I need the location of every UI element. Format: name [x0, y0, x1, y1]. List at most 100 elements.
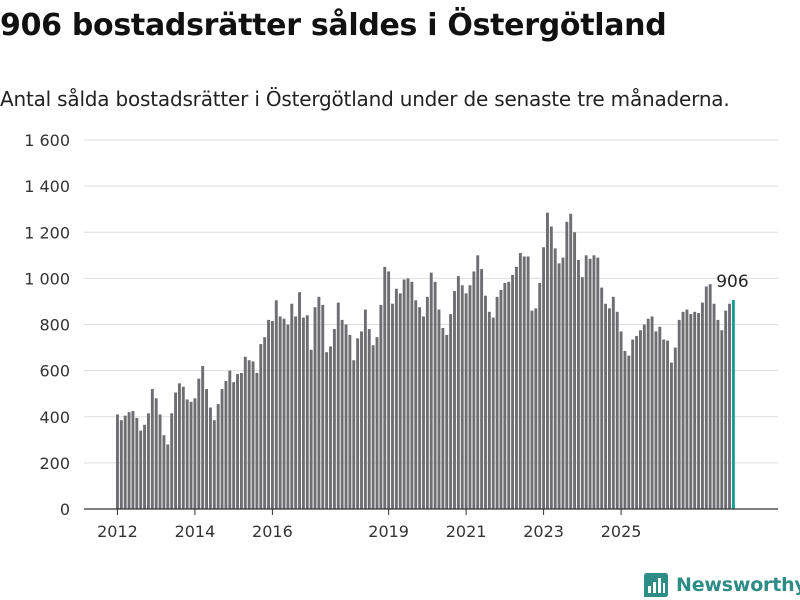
bar [189, 401, 193, 509]
bar [274, 300, 278, 509]
bar [608, 308, 611, 509]
bar [720, 330, 724, 509]
bar [542, 247, 546, 510]
bar [677, 319, 681, 509]
bar [433, 281, 437, 509]
bar [123, 415, 127, 509]
bar [425, 296, 429, 509]
bar [708, 284, 712, 509]
bar-highlight [731, 300, 735, 509]
bar [267, 319, 270, 509]
bar [329, 346, 332, 509]
page-subtitle: Antal sålda bostadsrätter i Östergötland… [0, 87, 730, 111]
bar [286, 324, 290, 509]
bar [604, 303, 608, 509]
bar [162, 435, 166, 509]
bar [375, 337, 379, 509]
bar [239, 372, 243, 509]
bar [600, 287, 604, 509]
bar [158, 414, 162, 509]
bar [484, 295, 487, 509]
bar [573, 232, 577, 509]
bar [673, 347, 677, 509]
y-tick-label: 1 400 [24, 177, 70, 196]
bar [201, 366, 205, 509]
bar [557, 263, 561, 509]
bar [139, 430, 143, 509]
bar [429, 272, 433, 509]
bar [650, 316, 654, 509]
bar [526, 256, 530, 509]
bar [263, 337, 267, 509]
bar [410, 281, 414, 509]
bar [468, 285, 472, 509]
bar [588, 258, 592, 509]
bar [247, 360, 251, 509]
bar [549, 226, 553, 510]
newsworthy-logo-icon [644, 573, 668, 597]
bar [251, 361, 255, 509]
bar [685, 309, 689, 509]
bar [635, 336, 639, 509]
bar [503, 282, 507, 509]
bar [522, 256, 526, 509]
bar [212, 420, 216, 509]
bar [669, 362, 673, 509]
x-tick-label: 2025 [601, 522, 642, 541]
bar [181, 386, 185, 509]
bar [185, 399, 189, 509]
bar [658, 326, 662, 509]
bar [197, 378, 201, 509]
bar [116, 414, 119, 509]
bar [325, 352, 329, 509]
bar [402, 279, 406, 509]
bar [445, 334, 449, 509]
bar [414, 300, 418, 509]
bar [321, 304, 325, 509]
bar [356, 338, 360, 509]
x-tick-label: 2012 [97, 522, 138, 541]
bar [704, 286, 708, 509]
bar [150, 389, 154, 509]
bar [491, 317, 495, 509]
bar [127, 412, 131, 509]
bar [224, 381, 228, 509]
bar [135, 417, 139, 509]
bar [177, 383, 181, 509]
bar [294, 316, 298, 509]
y-tick-label: 1 200 [24, 223, 70, 242]
bar [236, 374, 239, 509]
newsworthy-logo[interactable]: Newsworthy [644, 570, 800, 600]
bar [577, 259, 580, 509]
bar [666, 340, 670, 509]
y-tick-label: 0 [60, 500, 70, 519]
bar [615, 311, 619, 509]
y-tick-label: 1 000 [24, 269, 70, 288]
bar [712, 303, 716, 509]
bar [689, 314, 693, 509]
bar [437, 309, 441, 509]
y-axis-ticks: 0 200 400 600 800 1 000 1 200 1 400 1 600 [24, 131, 70, 519]
bar [538, 282, 542, 509]
bar [623, 351, 627, 509]
x-tick-label: 2023 [523, 522, 564, 541]
bar [546, 212, 549, 509]
bar [282, 318, 286, 509]
bar [174, 392, 178, 509]
bar [146, 413, 150, 509]
bar [441, 327, 445, 509]
bar [309, 349, 313, 509]
bar [166, 444, 170, 509]
last-value-label: 906 [716, 272, 748, 292]
bar [553, 248, 557, 509]
bar [693, 311, 697, 509]
y-tick-label: 800 [39, 316, 70, 335]
bar [143, 424, 147, 509]
bar [580, 277, 584, 509]
bar [278, 316, 282, 509]
x-tick-label: 2021 [446, 522, 487, 541]
bar [724, 310, 728, 509]
x-tick-label: 2014 [175, 522, 216, 541]
bar [270, 321, 274, 509]
